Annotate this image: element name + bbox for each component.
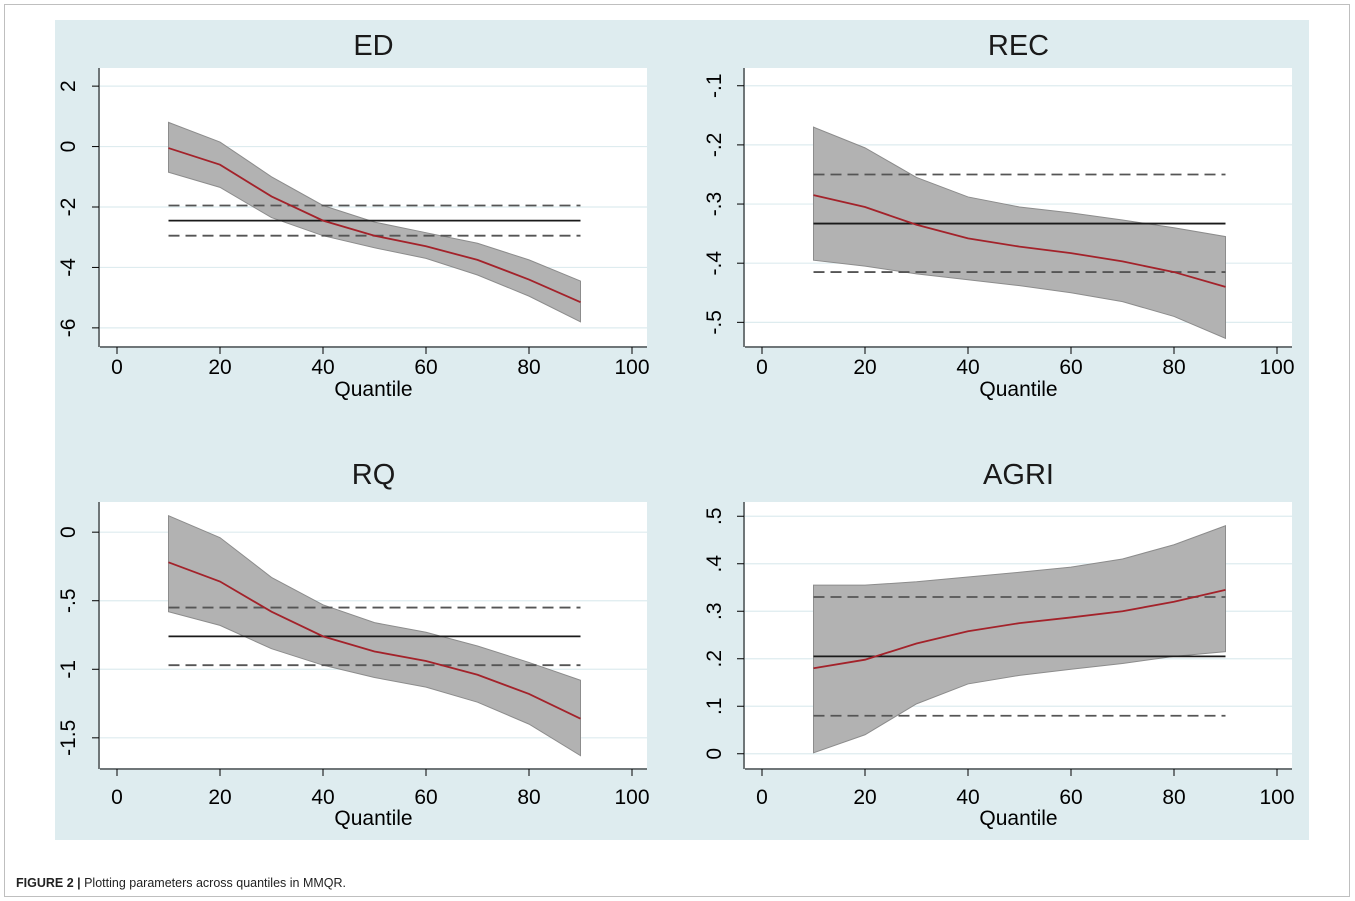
x-tick-label: 100 [614, 786, 649, 809]
x-axis-label: Quantile [334, 807, 412, 830]
chart-title: ED [353, 30, 393, 62]
x-tick-label: 60 [414, 786, 437, 809]
y-tick-label: .3 [703, 602, 726, 620]
x-tick-label: 60 [414, 356, 437, 379]
x-tick-label: 20 [853, 786, 876, 809]
x-tick-label: 40 [956, 356, 979, 379]
y-tick-label: .5 [703, 507, 726, 525]
x-tick-label: 20 [853, 356, 876, 379]
chart-title: REC [988, 30, 1049, 62]
y-tick-label: .4 [703, 555, 726, 573]
x-tick-label: 80 [1162, 786, 1185, 809]
y-tick-label: .2 [703, 650, 726, 668]
chart-title: RQ [352, 459, 396, 491]
x-tick-label: 80 [517, 786, 540, 809]
x-axis-label: Quantile [334, 378, 412, 401]
x-tick-label: 100 [614, 356, 649, 379]
x-tick-label: 100 [1259, 356, 1294, 379]
x-tick-label: 0 [756, 786, 768, 809]
y-tick-label: -.1 [703, 73, 726, 98]
quantile-estimate-line [168, 147, 581, 304]
quantile-estimate-line [813, 194, 1226, 288]
y-tick-label: 0 [703, 748, 726, 760]
chart-panel-rq: 0 20 40 60 80 100 0 -.5 -1 -1.5 RQ Quantile [57, 459, 650, 830]
x-tick-label: 60 [1059, 356, 1082, 379]
x-tick-label: 100 [1259, 786, 1294, 809]
x-tick-label: 40 [956, 786, 979, 809]
y-tick-label: -.3 [703, 192, 726, 217]
y-tick-label: -.4 [703, 251, 726, 276]
x-tick-label: 0 [111, 356, 123, 379]
figure-frame [4, 4, 1350, 897]
y-tick-label: 2 [57, 80, 80, 92]
x-tick-label: 60 [1059, 786, 1082, 809]
y-tick-label: -2 [57, 198, 80, 217]
figure-caption: FIGURE 2 | Plotting parameters across qu… [16, 876, 346, 890]
x-tick-label: 40 [311, 356, 334, 379]
x-axis-label: Quantile [979, 807, 1057, 830]
y-tick-label: -6 [57, 319, 80, 338]
y-tick-label: 0 [57, 526, 80, 538]
chart-panel-rec: 0 20 40 60 80 100 -.1 -.2 -.3 -.4 -.5 REC Quantile [703, 30, 1295, 401]
chart-title: AGRI [983, 459, 1054, 491]
y-tick-label: -1.5 [57, 720, 80, 756]
y-tick-label: -.2 [703, 133, 726, 158]
y-tick-label: -1 [57, 660, 80, 679]
confidence-band [813, 525, 1226, 754]
caption-label: FIGURE 2 | [16, 876, 81, 890]
x-tick-label: 20 [208, 786, 231, 809]
x-axis-label: Quantile [979, 378, 1057, 401]
x-tick-label: 80 [1162, 356, 1185, 379]
confidence-band [813, 126, 1226, 340]
caption-text: Plotting parameters across quantiles in … [80, 876, 347, 890]
x-tick-label: 20 [208, 356, 231, 379]
y-tick-label: -.5 [57, 588, 80, 613]
chart-panel-agri: 0 20 40 60 80 100 .5 .4 .3 .2 .1 0 AGRI Quantile [703, 459, 1295, 830]
quantile-estimate-line [813, 588, 1226, 670]
y-tick-label: -.5 [703, 310, 726, 335]
y-tick-label: .1 [703, 697, 726, 715]
x-tick-label: 40 [311, 786, 334, 809]
x-tick-label: 0 [756, 356, 768, 379]
x-tick-label: 0 [111, 786, 123, 809]
y-tick-label: 0 [57, 141, 80, 153]
x-tick-label: 80 [517, 356, 540, 379]
quantile-estimate-line [168, 561, 581, 720]
y-tick-label: -4 [57, 258, 80, 277]
